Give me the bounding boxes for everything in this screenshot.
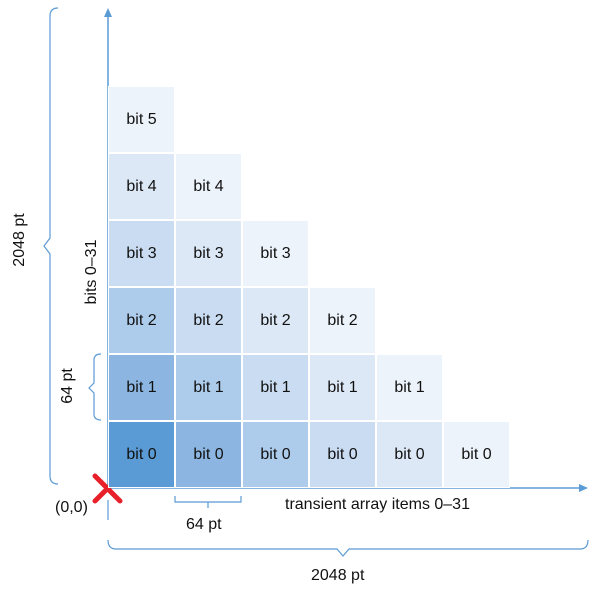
grid-cell: bit 3 (242, 220, 309, 287)
total-height-brace (43, 7, 59, 485)
grid-cell: bit 3 (175, 220, 242, 287)
cell-height-label: 64 pt (59, 368, 76, 404)
grid-cell: bit 0 (175, 421, 242, 488)
total-width-brace (107, 539, 589, 557)
y-axis-label: bits 0–31 (83, 239, 100, 305)
grid-cell: bit 0 (309, 421, 376, 488)
x-axis-arrow-icon (579, 484, 588, 492)
grid-cell: bit 1 (175, 354, 242, 421)
grid-cell: bit 2 (108, 287, 175, 354)
grid-cell: bit 0 (376, 421, 443, 488)
grid-cell: bit 4 (175, 153, 242, 220)
grid-cell: bit 0 (443, 421, 510, 488)
grid-cell: bit 4 (108, 153, 175, 220)
cell-width-brace (174, 496, 242, 508)
grid-cell: bit 0 (108, 421, 175, 488)
grid-cell: bit 2 (175, 287, 242, 354)
grid-cell: bit 2 (242, 287, 309, 354)
grid-cell: bit 1 (376, 354, 443, 421)
grid-cell: bit 1 (242, 354, 309, 421)
cell-height-brace (88, 353, 102, 421)
grid-cell: bit 0 (242, 421, 309, 488)
grid-cell: bit 5 (108, 86, 175, 153)
total-height-label: 2048 pt (11, 213, 28, 267)
x-axis-label: transient array items 0–31 (285, 496, 470, 513)
origin-label: (0,0) (55, 499, 88, 516)
grid-cell: bit 1 (309, 354, 376, 421)
total-width-label: 2048 pt (311, 567, 365, 584)
grid-cell: bit 2 (309, 287, 376, 354)
cell-width-label: 64 pt (186, 516, 222, 533)
grid-cell: bit 1 (108, 354, 175, 421)
y-axis-arrow-icon (104, 8, 112, 17)
grid-cell: bit 3 (108, 220, 175, 287)
